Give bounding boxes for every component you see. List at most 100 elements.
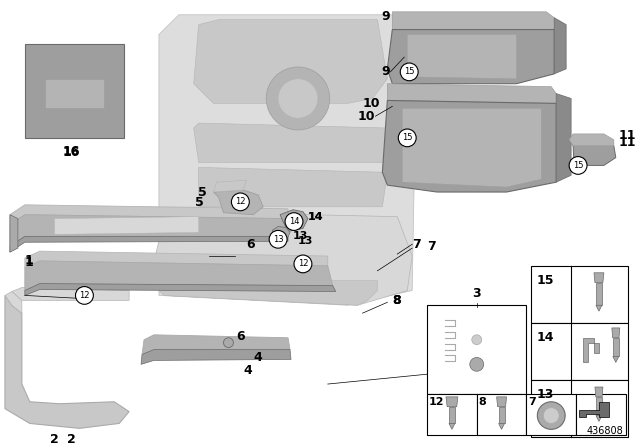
Text: 9: 9: [381, 65, 390, 78]
Text: 5: 5: [198, 185, 207, 198]
Circle shape: [538, 402, 565, 429]
Text: 7: 7: [412, 238, 421, 251]
Polygon shape: [280, 210, 308, 232]
Text: 6: 6: [236, 330, 245, 343]
Polygon shape: [427, 394, 477, 435]
Text: 6: 6: [246, 238, 255, 251]
Text: 436808: 436808: [587, 426, 624, 436]
Text: 10: 10: [363, 97, 380, 110]
Polygon shape: [596, 397, 602, 416]
Text: 7: 7: [529, 397, 536, 407]
Polygon shape: [45, 79, 104, 108]
Polygon shape: [214, 180, 246, 192]
Text: 13: 13: [536, 388, 554, 401]
Text: 12: 12: [298, 259, 308, 268]
Polygon shape: [613, 357, 619, 362]
Polygon shape: [477, 394, 527, 435]
Circle shape: [543, 408, 559, 423]
Polygon shape: [12, 288, 129, 300]
Polygon shape: [596, 283, 602, 305]
Text: 14: 14: [536, 331, 554, 344]
Polygon shape: [159, 15, 417, 305]
Text: 1: 1: [25, 254, 33, 267]
Circle shape: [398, 129, 416, 147]
Polygon shape: [198, 168, 387, 207]
Polygon shape: [569, 134, 614, 146]
Polygon shape: [449, 423, 455, 429]
Text: 4: 4: [243, 364, 252, 377]
Polygon shape: [387, 84, 556, 103]
Circle shape: [472, 335, 482, 345]
Polygon shape: [141, 349, 291, 364]
Text: 10: 10: [358, 110, 376, 123]
Polygon shape: [392, 12, 554, 30]
Polygon shape: [10, 215, 18, 252]
Polygon shape: [497, 397, 506, 407]
Polygon shape: [194, 20, 387, 103]
Text: 16: 16: [63, 146, 80, 159]
Text: 13: 13: [273, 235, 284, 244]
Circle shape: [76, 287, 93, 304]
Text: 12: 12: [79, 291, 90, 300]
Polygon shape: [499, 423, 504, 429]
Polygon shape: [499, 407, 504, 423]
Polygon shape: [531, 323, 628, 380]
Text: 2: 2: [51, 433, 59, 446]
Polygon shape: [10, 237, 288, 252]
Text: 7: 7: [427, 240, 436, 253]
Circle shape: [266, 67, 330, 130]
Polygon shape: [531, 266, 628, 323]
Circle shape: [232, 193, 250, 211]
Text: 9: 9: [381, 10, 390, 23]
Polygon shape: [556, 94, 571, 182]
Polygon shape: [10, 205, 288, 224]
Text: 15: 15: [402, 134, 412, 142]
Text: 12: 12: [429, 397, 445, 407]
Circle shape: [278, 79, 318, 118]
Polygon shape: [159, 280, 378, 305]
Polygon shape: [25, 261, 333, 290]
Polygon shape: [272, 227, 290, 241]
Circle shape: [294, 255, 312, 273]
Polygon shape: [595, 387, 603, 397]
Circle shape: [269, 230, 287, 248]
Text: 16: 16: [63, 145, 80, 158]
Polygon shape: [446, 397, 458, 407]
Text: 2: 2: [67, 433, 76, 446]
Polygon shape: [142, 335, 290, 354]
Circle shape: [285, 213, 303, 230]
Polygon shape: [596, 305, 602, 311]
Circle shape: [569, 156, 587, 174]
Polygon shape: [527, 394, 576, 435]
Polygon shape: [554, 18, 566, 74]
Text: 13: 13: [298, 236, 314, 246]
Polygon shape: [10, 215, 288, 246]
Text: 15: 15: [404, 67, 415, 77]
Polygon shape: [403, 108, 541, 187]
Polygon shape: [569, 138, 616, 165]
Text: 4: 4: [253, 351, 262, 364]
Circle shape: [470, 358, 484, 371]
Text: 15: 15: [536, 274, 554, 287]
Polygon shape: [5, 295, 129, 428]
Text: 15: 15: [573, 161, 583, 170]
Polygon shape: [154, 212, 412, 305]
Text: 14: 14: [308, 211, 324, 222]
Polygon shape: [194, 123, 387, 163]
Polygon shape: [531, 380, 628, 437]
Text: 3: 3: [472, 287, 481, 300]
Polygon shape: [54, 217, 198, 234]
Text: 5: 5: [195, 196, 204, 209]
Text: 14: 14: [308, 211, 324, 222]
Text: 13: 13: [293, 231, 308, 241]
Polygon shape: [382, 100, 556, 192]
Text: 12: 12: [235, 198, 246, 207]
Text: 11: 11: [619, 136, 636, 149]
Polygon shape: [285, 213, 298, 224]
Text: 8: 8: [392, 294, 401, 307]
Circle shape: [223, 338, 234, 348]
Text: 14: 14: [289, 217, 300, 226]
Polygon shape: [449, 407, 455, 423]
Polygon shape: [612, 328, 620, 338]
Polygon shape: [613, 338, 619, 357]
